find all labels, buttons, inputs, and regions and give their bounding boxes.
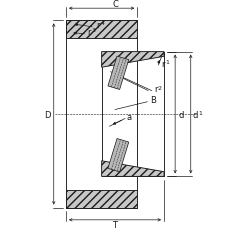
Text: d: d: [177, 110, 183, 119]
Polygon shape: [66, 190, 137, 208]
Polygon shape: [107, 57, 128, 90]
Text: r: r: [96, 21, 100, 30]
Text: D: D: [44, 110, 50, 119]
Text: r: r: [161, 60, 164, 68]
Polygon shape: [66, 21, 137, 39]
Text: C: C: [112, 0, 117, 9]
Text: 1: 1: [197, 110, 201, 115]
Text: T: T: [112, 220, 117, 229]
Polygon shape: [101, 161, 163, 177]
Text: 2: 2: [157, 85, 161, 90]
Text: a: a: [126, 112, 131, 121]
Text: 4: 4: [100, 21, 104, 26]
Text: B: B: [149, 96, 155, 105]
Text: r: r: [153, 85, 157, 94]
Text: 1: 1: [165, 60, 169, 65]
Polygon shape: [101, 52, 163, 68]
Text: d: d: [192, 110, 197, 119]
Text: r: r: [87, 28, 91, 37]
Polygon shape: [107, 139, 128, 172]
Text: 3: 3: [91, 28, 95, 33]
